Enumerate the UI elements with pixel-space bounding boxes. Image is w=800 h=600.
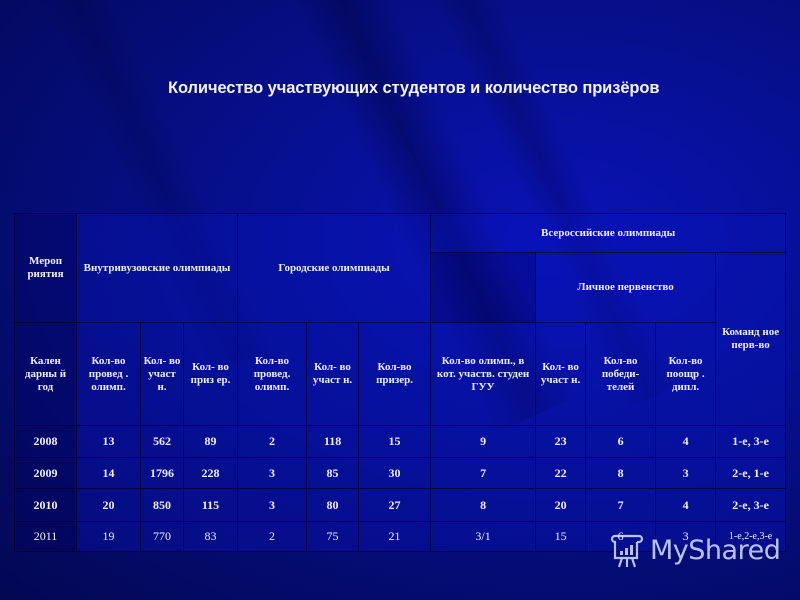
col-ru-olympiads: Кол-во олимп., в кот. участв. студен ГУУ [430,322,537,426]
col-city-participants: Кол- во участ н. [306,322,360,426]
cell-city-prizewinners: 15 [358,425,432,458]
header-city: Городские олимпиады [237,213,432,323]
col-intra-prizewinners: Кол- во приз ер. [182,322,239,426]
cell-intra-prizewinners: 89 [182,425,239,458]
cell-ru-winners: 7 [585,488,657,522]
cell-ru-participants: 22 [535,457,587,489]
cell-intra-participants: 770 [140,521,184,552]
header-row-3: Кален дарны й год Кол-во провед . олимп.… [14,322,786,426]
cell-year: 2010 [14,488,77,522]
cell-intra-prizewinners: 83 [182,521,239,552]
cell-city-prizewinners: 27 [358,488,432,522]
cell-team: 1-е,2-е,3-е [715,521,787,552]
cell-intra-prizewinners: 228 [182,457,239,489]
header-empty-cell [430,252,537,323]
cell-city-held: 2 [237,521,308,552]
cell-intra-prizewinners: 115 [182,488,239,522]
header-team: Команд ное перв-во [715,252,787,426]
cell-ru-participants: 15 [535,521,587,552]
header-row-2: Личное первенство Команд ное перв-во [15,252,787,426]
cell-ru-diplomas: 3 [655,457,717,489]
cell-city-participants: 75 [306,521,360,552]
header-all-russian: Всероссийские олимпиады [430,213,787,253]
cell-team: 2-е, 1-е [715,457,787,489]
header-personal: Личное первенство [535,252,717,323]
cell-ru-participants: 23 [535,425,587,458]
cell-city-participants: 85 [306,457,360,489]
cell-intra-held: 20 [76,488,141,522]
header-intra-university: Внутривузовские олимпиады [75,213,239,323]
cell-intra-participants: 1796 [140,457,184,489]
col-ru-diplomas: Кол-во поощр . дипл. [655,322,717,426]
table-row: 2010 20 850 115 3 80 27 8 20 7 4 2-е, 3-… [14,488,787,522]
cell-intra-participants: 562 [140,425,184,458]
cell-ru-olympiads: 3/1 [430,521,537,552]
cell-city-held: 3 [237,457,308,489]
cell-city-held: 2 [237,425,308,458]
cell-team: 2-е, 3-е [715,488,787,522]
cell-ru-olympiads: 9 [430,425,537,458]
cell-city-participants: 118 [306,425,360,458]
cell-ru-olympiads: 7 [430,457,537,489]
slide-title: Количество участвующих студентов и колич… [168,79,660,97]
cell-ru-olympiads: 8 [430,488,537,522]
cell-intra-held: 13 [76,425,141,458]
cell-year: 2008 [14,425,77,458]
col-city-held: Кол-во провед. олимп. [237,322,308,426]
cell-ru-winners: 8 [585,457,657,489]
presentation-board-icon [610,534,644,568]
myshared-watermark: MyShared [610,530,781,570]
table-row: 2009 14 1796 228 3 85 30 7 22 8 3 2-е, 1… [14,457,787,489]
olympiads-table: Мероп риятия Внутривузовские олимпиады Г… [14,213,787,552]
cell-intra-held: 19 [76,521,141,552]
col-intra-held: Кол-во провед . олимп. [76,322,141,426]
cell-ru-diplomas: 4 [655,488,717,522]
table-row: 2011 19 770 83 2 75 21 3/1 15 6 3 1-е,2-… [14,521,787,552]
header-events: Мероп риятия [14,213,77,323]
table-row: 2008 13 562 89 2 118 15 9 23 6 4 1-е, 3-… [14,425,787,458]
cell-city-participants: 80 [306,488,360,522]
cell-team: 1-е, 3-е [715,425,787,458]
cell-ru-diplomas: 3 [655,521,717,552]
header-row-1: Мероп риятия Внутривузовские олимпиады Г… [14,213,787,323]
cell-ru-winners: 6 [585,425,657,458]
col-year: Кален дарны й год [14,322,77,426]
cell-city-prizewinners: 30 [358,457,432,489]
col-ru-winners: Кол-во победи- телей [585,322,657,426]
cell-city-held: 3 [237,488,308,522]
cell-city-prizewinners: 21 [358,521,432,552]
cell-intra-held: 14 [76,457,141,489]
cell-year: 2009 [14,457,77,489]
col-ru-participants: Кол- во участ н. [535,322,587,426]
cell-ru-diplomas: 4 [655,425,717,458]
col-city-prizewinners: Кол-во призер. [358,322,432,426]
cell-ru-participants: 20 [535,488,587,522]
watermark-text: MyShared [650,534,781,566]
cell-intra-participants: 850 [140,488,184,522]
col-intra-participants: Кол- во участ н. [140,322,184,426]
cell-year: 2011 [14,521,77,552]
